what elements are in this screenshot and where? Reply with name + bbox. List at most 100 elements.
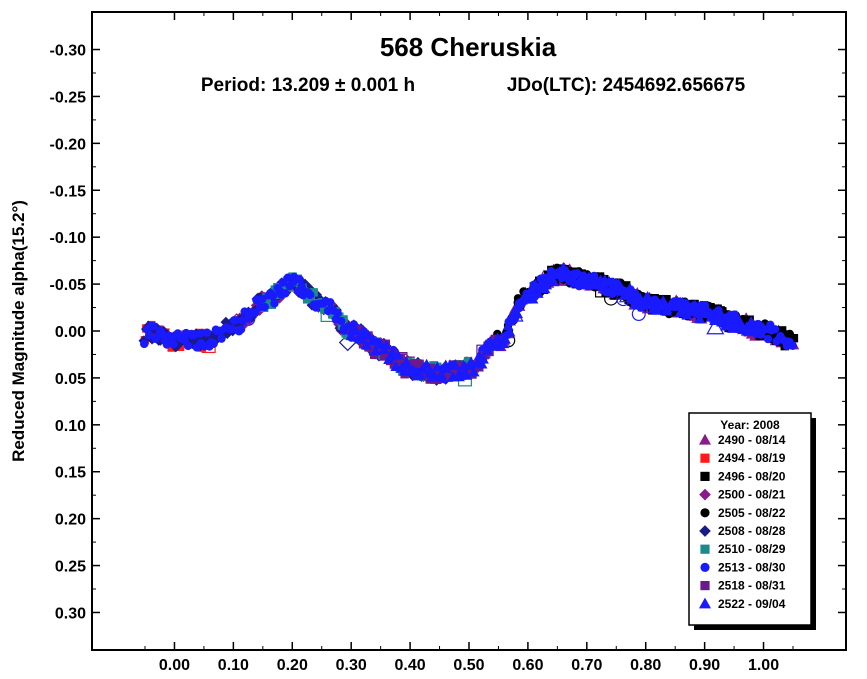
data-point	[770, 325, 780, 334]
legend: Year: 2008 2490 - 08/14 2494 - 08/19 2496 …	[688, 412, 816, 630]
data-point	[686, 306, 698, 317]
legend-items: 2490 - 08/14 2494 - 08/19 2496 - 08/20 2500…	[698, 433, 786, 611]
data-point-outlier	[241, 311, 256, 326]
data-point	[195, 329, 205, 338]
data-point	[722, 318, 734, 329]
data-point	[258, 294, 267, 304]
data-point	[390, 361, 402, 372]
x-tick-label: 0.70	[571, 657, 602, 674]
data-point	[183, 341, 193, 351]
data-point	[461, 369, 473, 380]
data-point	[140, 339, 149, 349]
y-tick-label: -0.10	[50, 230, 87, 247]
x-tick-label: 0.50	[453, 657, 484, 674]
legend-label: 2505 - 08/22	[718, 506, 786, 520]
legend-label: 2494 - 08/19	[718, 451, 786, 465]
data-point	[350, 325, 362, 335]
data-point	[268, 291, 278, 300]
y-tick-label: -0.30	[50, 43, 87, 60]
data-point	[694, 313, 706, 324]
legend-marker	[700, 508, 710, 518]
y-tick-label: 0.05	[55, 371, 86, 388]
data-point	[567, 269, 579, 280]
data-point	[689, 299, 701, 310]
y-tick-label: 0.10	[55, 418, 86, 435]
data-point	[392, 349, 404, 360]
data-point	[402, 360, 414, 371]
y-tick-label: 0.20	[55, 512, 86, 529]
data-point	[260, 302, 269, 312]
y-axis-title: Reduced Magnitude alpha(15.2°)	[9, 200, 28, 462]
data-point	[671, 295, 683, 306]
legend-marker	[700, 471, 710, 481]
data-point	[476, 358, 488, 369]
legend-label: 2508 - 08/28	[718, 524, 786, 538]
legend-label: 2510 - 08/29	[718, 542, 786, 556]
x-tick-label: 1.00	[748, 657, 779, 674]
data-point	[548, 276, 560, 287]
legend-label: 2518 - 08/31	[718, 579, 786, 593]
period-subtitle: Period: 13.209 ± 0.001 h	[201, 75, 415, 96]
legend-marker	[700, 453, 710, 463]
x-tick-label: 0.30	[336, 657, 367, 674]
y-tick-label: -0.05	[50, 277, 87, 294]
y-tick-label: 0.30	[55, 605, 86, 622]
data-point	[367, 335, 379, 346]
y-tick-label: 0.00	[55, 324, 86, 341]
axis-layer: -0.30 -0.25 -0.20 -0.15 -0.10 -0.05 0.00 0.05 0.…	[50, 12, 846, 674]
y-tick-label: -0.20	[50, 136, 87, 153]
series-2522	[345, 261, 769, 382]
data-point	[345, 330, 357, 341]
data-point	[532, 287, 544, 298]
y-tick-label: 0.25	[55, 559, 86, 576]
data-point	[421, 358, 433, 369]
data-point	[436, 371, 448, 382]
data-point-outlier	[505, 305, 524, 322]
data-point	[231, 316, 240, 325]
data-point	[414, 369, 426, 380]
data-point	[636, 299, 648, 310]
data-point	[527, 293, 539, 304]
data-point	[732, 313, 744, 324]
y-tick-label: 0.15	[55, 465, 86, 482]
x-tick-label: 0.80	[630, 657, 661, 674]
data-point-outlier	[706, 318, 725, 335]
data-point	[785, 329, 794, 339]
data-point	[144, 330, 154, 340]
data-point	[380, 339, 392, 350]
legend-marker	[700, 544, 710, 554]
legend-marker	[698, 597, 712, 609]
data-point	[362, 329, 374, 340]
data-point	[227, 324, 236, 334]
data-point	[504, 326, 516, 337]
data-point	[661, 305, 673, 316]
data-point	[727, 322, 739, 333]
data-point	[745, 316, 757, 327]
x-tick-label: 0.20	[277, 657, 308, 674]
data-point	[217, 334, 226, 343]
data-point	[281, 289, 290, 298]
data-point	[202, 328, 212, 337]
x-tick-label: 0.40	[395, 657, 426, 674]
data-point	[657, 295, 669, 306]
x-tick-label: 0.90	[689, 657, 720, 674]
data-point	[669, 300, 682, 311]
data-point	[788, 341, 797, 350]
data-point	[468, 366, 480, 377]
legend-label: 2522 - 09/04	[718, 597, 786, 611]
legend-label: 2490 - 08/14	[718, 433, 786, 447]
data-point	[757, 321, 769, 332]
data-point	[465, 356, 477, 367]
data-point	[278, 278, 288, 287]
data-point	[499, 333, 511, 344]
data-point	[743, 321, 755, 332]
data-point	[642, 291, 654, 301]
data-point	[295, 275, 304, 284]
chart-title: 568 Cheruskia	[380, 32, 557, 62]
x-tick-label: 0.00	[159, 657, 190, 674]
legend-marker	[698, 433, 712, 445]
legend-marker	[699, 525, 711, 537]
x-tick-label: 0.60	[512, 657, 543, 674]
legend-label: 2513 - 08/30	[718, 560, 786, 574]
